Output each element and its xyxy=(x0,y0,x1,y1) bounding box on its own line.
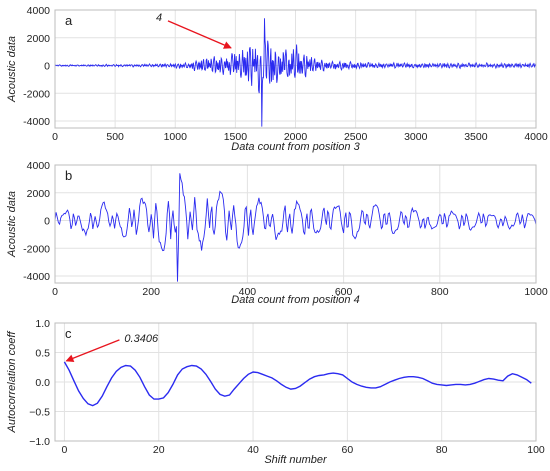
y-tick-label: 4000 xyxy=(27,5,51,17)
x-tick-label: 0 xyxy=(52,131,58,143)
x-tick-label: 3000 xyxy=(404,131,428,143)
panel-b: 0 200 400 600 800 1000 -4000 -2000 0 2000 4000 Data… xyxy=(6,160,548,306)
x-tick-label: 200 xyxy=(142,286,160,298)
y-tick-label: 0.5 xyxy=(35,348,50,360)
x-tick-label: 0 xyxy=(52,286,58,298)
x-tick-label: 60 xyxy=(342,444,354,456)
annotation-arrow xyxy=(167,20,232,49)
x-axis-label: Shift number xyxy=(264,454,328,466)
y-tick-label: -2000 xyxy=(23,243,50,255)
y-axis-label: Acoustic data xyxy=(6,191,18,258)
panel-a: 0 500 1000 1500 2000 2500 3000 3500 4000 -4000 -20… xyxy=(6,5,548,153)
x-tick-label: 500 xyxy=(106,131,124,143)
series-line xyxy=(63,361,532,407)
annotation-arrow xyxy=(65,339,120,363)
x-tick-label: 100 xyxy=(527,444,545,456)
x-tick-label: 20 xyxy=(153,444,165,456)
x-tick-label: 1500 xyxy=(224,131,248,143)
panel-c: 0 20 40 60 80 100 −1.0 −0.5 0.0 0.5 1.0 Shift numbe… xyxy=(6,318,545,466)
y-tick-label: 2000 xyxy=(27,33,51,45)
plot-frame xyxy=(54,9,537,129)
panel-letter: c xyxy=(65,326,72,341)
series-line xyxy=(54,173,537,282)
x-tick-label: 2500 xyxy=(344,131,368,143)
annotation-label: 4 xyxy=(156,12,162,24)
y-tick-label: −1.0 xyxy=(29,436,50,448)
y-axis-label: Acoustic data xyxy=(6,36,18,103)
annotation-label: 0.3406 xyxy=(124,333,159,345)
x-tick-label: 0 xyxy=(62,444,68,456)
x-tick-label: 3500 xyxy=(464,131,488,143)
y-tick-label: -4000 xyxy=(23,271,50,283)
panel-letter: b xyxy=(65,168,72,183)
y-tick-label: -2000 xyxy=(23,88,50,100)
x-tick-label: 600 xyxy=(335,286,353,298)
y-tick-label: −0.5 xyxy=(29,407,50,419)
y-axis-label: Autocorrelation coeff xyxy=(6,331,18,434)
x-tick-label: 80 xyxy=(436,444,448,456)
y-tick-label: -4000 xyxy=(23,116,50,128)
plot-frame xyxy=(54,322,537,442)
x-tick-label: 800 xyxy=(431,286,449,298)
panel-letter: a xyxy=(65,13,73,28)
y-tick-label: 1.0 xyxy=(35,318,50,330)
y-tick-label: 0 xyxy=(44,61,50,73)
x-tick-label: 400 xyxy=(239,286,257,298)
x-tick-label: 1000 xyxy=(524,286,548,298)
x-axis-label: Data count from position 4 xyxy=(231,294,359,306)
y-tick-label: 0.0 xyxy=(35,377,50,389)
y-tick-label: 2000 xyxy=(27,188,51,200)
y-tick-label: 4000 xyxy=(27,160,51,172)
x-tick-label: 4000 xyxy=(524,131,548,143)
x-tick-label: 40 xyxy=(247,444,259,456)
x-tick-label: 2000 xyxy=(284,131,308,143)
y-tick-label: 0 xyxy=(44,216,50,228)
series-line xyxy=(54,18,537,127)
plot-frame xyxy=(54,164,537,284)
x-tick-label: 1000 xyxy=(164,131,188,143)
x-axis-label: Data count from position 3 xyxy=(231,141,360,153)
